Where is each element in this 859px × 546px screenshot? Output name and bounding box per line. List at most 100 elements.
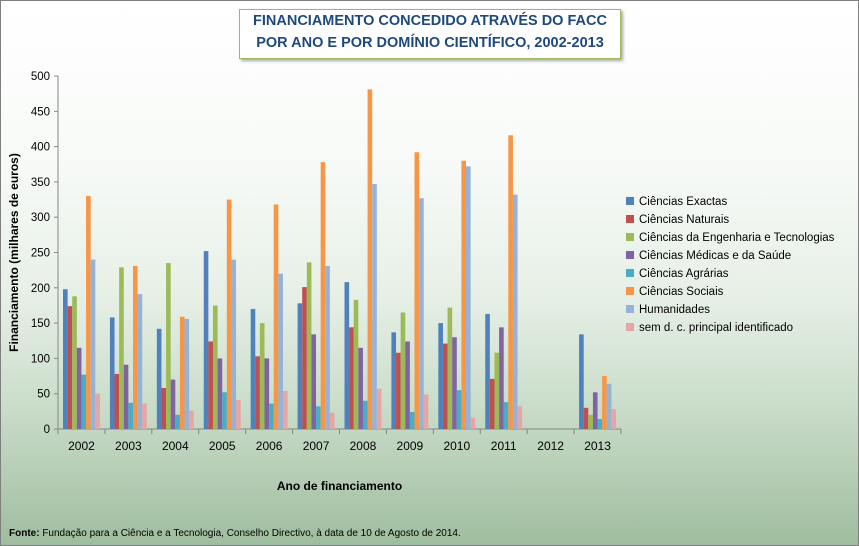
bar: [86, 196, 91, 429]
source-label: Fonte:: [9, 528, 40, 539]
bar: [320, 162, 326, 429]
x-tick-label: 2003: [115, 439, 142, 453]
bar: [452, 337, 457, 429]
legend-swatch: [626, 323, 634, 331]
chart-title: FINANCIAMENTO CONCEDIDO ATRAVÉS DO FACC …: [239, 9, 621, 59]
bar: [466, 166, 471, 430]
legend-swatch: [626, 287, 634, 295]
bar: [588, 414, 593, 429]
bar: [438, 323, 443, 429]
legend-swatch: [626, 305, 634, 313]
bar: [311, 334, 317, 429]
bar: [517, 406, 523, 429]
x-tick-label: 2004: [162, 439, 189, 453]
bar: [166, 263, 171, 429]
y-tick-label: 400: [31, 142, 50, 154]
bar: [156, 328, 162, 429]
bar: [184, 318, 190, 429]
y-tick-label: 300: [31, 212, 50, 224]
bar: [236, 400, 241, 429]
bar: [273, 204, 279, 429]
bar: [203, 251, 209, 429]
bar: [400, 312, 406, 429]
bar: [142, 403, 147, 429]
bar: [329, 412, 335, 429]
legend-label: Ciências Sociais: [639, 286, 724, 298]
x-tick-label: 2012: [537, 439, 564, 453]
legend-swatch: [626, 269, 634, 277]
y-tick-label: 250: [31, 248, 50, 260]
bar: [325, 265, 330, 429]
chart-title-line-2: POR ANO E POR DOMÍNIO CIENTÍFICO, 2002-2…: [256, 35, 604, 51]
y-tick-label: 0: [44, 424, 50, 436]
y-tick-label: 500: [31, 71, 50, 83]
legend-swatch: [626, 215, 634, 223]
bar: [579, 334, 584, 429]
bar: [372, 184, 377, 429]
bar: [208, 341, 213, 429]
source-note: Fonte: Fundação para a Ciência e a Tecno…: [9, 528, 461, 539]
bar: [362, 400, 368, 429]
bar: [470, 417, 476, 429]
bar: [132, 265, 138, 429]
x-tick-label: 2010: [443, 439, 470, 453]
bar: [269, 403, 274, 429]
bar: [67, 306, 73, 429]
x-tick-label: 2007: [303, 439, 330, 453]
bar: [212, 305, 218, 429]
y-tick-label: 350: [31, 177, 50, 189]
bar: [489, 378, 495, 429]
bar: [137, 294, 143, 429]
bar: [114, 373, 120, 429]
legend-label: Ciências Médicas e da Saúde: [639, 250, 791, 262]
bar: [226, 199, 232, 429]
bar: [405, 341, 410, 429]
bar: [306, 262, 312, 429]
x-tick-label: 2005: [209, 439, 236, 453]
legend-label: Ciências da Engenharia e Tecnologias: [639, 232, 835, 244]
bar: [175, 414, 180, 429]
x-tick-label: 2009: [397, 439, 424, 453]
bar: [297, 303, 303, 429]
bar: [119, 267, 124, 429]
bar: [63, 289, 68, 429]
bar: [255, 356, 260, 429]
bar: [161, 388, 167, 429]
bar: [583, 407, 589, 429]
bar: [396, 352, 401, 429]
bar: [376, 388, 382, 429]
bar: [442, 343, 448, 429]
chart-title-line-1: FINANCIAMENTO CONCEDIDO ATRAVÉS DO FACC: [253, 13, 607, 29]
y-tick-label: 200: [31, 283, 50, 295]
bar: [123, 364, 129, 429]
bar: [81, 374, 87, 429]
y-tick-label: 50: [37, 389, 50, 401]
bar: [597, 419, 603, 429]
bar: [391, 332, 397, 429]
bar: [423, 394, 429, 429]
bar: [409, 412, 415, 429]
legend-label: Ciências Naturais: [639, 214, 729, 226]
bar: [592, 392, 598, 429]
bar: [90, 259, 96, 429]
bar: [602, 376, 607, 429]
bar: [222, 392, 227, 429]
bar: [606, 383, 612, 429]
legend-swatch: [626, 233, 634, 241]
bar: [264, 358, 270, 429]
bar: [231, 259, 237, 429]
y-tick-label: 100: [31, 353, 50, 365]
bar: [170, 379, 176, 429]
legend-label: sem d. c. principal identificado: [639, 322, 793, 334]
bar: [461, 160, 467, 429]
legend-label: Ciências Agrárias: [639, 268, 729, 280]
bar: [512, 194, 518, 429]
bar: [499, 327, 504, 429]
x-tick-label: 2002: [68, 439, 95, 453]
legend-swatch: [626, 197, 634, 205]
bar: [367, 89, 373, 429]
bar: [456, 390, 462, 429]
bar: [109, 317, 115, 429]
bar: [250, 308, 256, 429]
